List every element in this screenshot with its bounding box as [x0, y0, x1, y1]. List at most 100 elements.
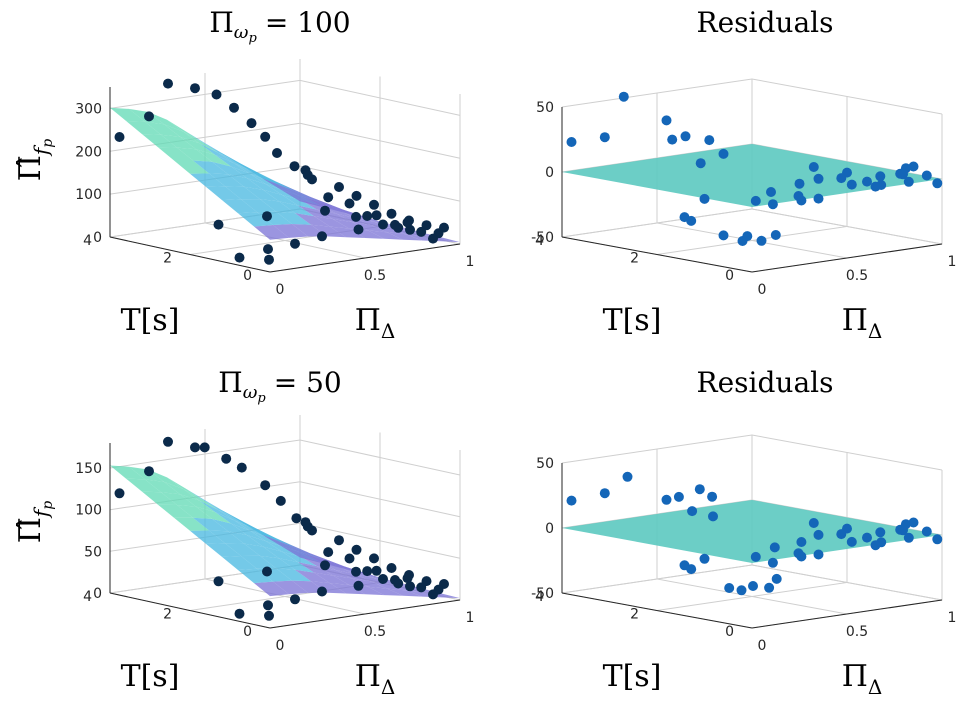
surface-patch — [352, 222, 387, 233]
surface-patch — [263, 546, 298, 563]
data-point — [707, 491, 718, 502]
surface-patch — [158, 504, 193, 518]
y-axis-label: T[s] — [603, 659, 662, 694]
y-tick-label: 4 — [535, 233, 544, 249]
data-point — [921, 526, 932, 537]
data-point — [766, 187, 776, 197]
data-point — [369, 199, 379, 210]
surface-patch — [126, 120, 161, 135]
surface-patch — [276, 211, 311, 225]
surface-patch — [161, 134, 196, 150]
surface-patch — [215, 512, 250, 531]
z-tick-label: 0 — [545, 165, 554, 181]
data-point — [908, 517, 919, 528]
z-tick-label: 0 — [93, 586, 102, 602]
surface-patch — [183, 131, 218, 153]
data-point — [317, 231, 327, 242]
data-point — [686, 564, 697, 575]
data-point — [262, 211, 272, 222]
data-point — [263, 600, 273, 611]
data-point — [736, 585, 747, 596]
data-point — [771, 573, 782, 584]
data-point — [756, 235, 767, 246]
z-tick-label: 50 — [536, 100, 554, 116]
surface-patch — [273, 580, 308, 595]
data-point — [708, 511, 718, 522]
y-tick-label: 4 — [83, 589, 92, 605]
data-point — [932, 534, 943, 545]
x-tick-label: 0.5 — [364, 268, 386, 284]
data-point — [599, 488, 610, 499]
surface-patch — [313, 200, 348, 214]
chart-title: Residuals — [697, 366, 834, 399]
data-point — [416, 226, 427, 237]
x-tick-label: 1 — [466, 610, 475, 626]
chart-title: Πωp = 100 — [209, 6, 350, 46]
surface-patch — [209, 173, 244, 187]
y-tick-label: 2 — [163, 607, 172, 623]
surface-patch — [193, 160, 228, 175]
surface-patch — [368, 586, 403, 596]
y-axis-label: T[s] — [121, 659, 180, 694]
surface-patch — [224, 154, 259, 174]
surface-patch — [126, 478, 161, 493]
data-point — [718, 230, 729, 241]
data-point — [163, 78, 173, 89]
data-point — [687, 506, 698, 517]
data-point — [767, 199, 778, 210]
data-point — [566, 137, 577, 147]
grid-line — [561, 208, 943, 245]
data-point — [236, 462, 247, 473]
surface-patch — [387, 232, 422, 241]
data-point — [334, 182, 344, 192]
surface-patch — [259, 173, 294, 191]
data-point — [667, 134, 678, 145]
data-point — [796, 195, 807, 206]
data-point — [272, 148, 282, 158]
surface-patch — [273, 224, 308, 238]
z-tick-label: 0 — [545, 521, 554, 537]
surface-patch — [297, 194, 332, 210]
surface-patch — [262, 178, 297, 195]
y-tick-label: 0 — [243, 624, 252, 640]
grid-line — [109, 79, 461, 116]
data-point — [673, 491, 684, 502]
surface-patch — [238, 212, 273, 227]
data-point — [351, 190, 362, 201]
x-tick-label: 0 — [276, 638, 285, 654]
surface-patch — [294, 190, 329, 206]
y-axis-label: T[s] — [121, 303, 180, 338]
data-point — [378, 219, 388, 230]
surface-patch — [279, 558, 314, 573]
surface-patch — [241, 199, 276, 213]
data-point — [144, 466, 154, 477]
y-tick-label: 2 — [630, 607, 639, 623]
y-tick-label: 0 — [243, 268, 252, 284]
surface-patch — [196, 506, 231, 524]
surface-patch — [222, 556, 257, 570]
data-point — [402, 573, 413, 584]
data-point — [846, 536, 857, 547]
data-point — [836, 173, 847, 184]
x-tick-label: 0 — [758, 282, 767, 298]
data-point — [405, 581, 415, 592]
surface-patch — [244, 543, 279, 559]
x-axis — [751, 243, 943, 273]
data-point — [704, 135, 715, 146]
surface-patch — [215, 154, 250, 174]
surface-patch — [387, 588, 422, 597]
data-point — [428, 233, 438, 244]
data-point — [362, 211, 373, 221]
data-point — [344, 553, 355, 564]
data-point — [402, 217, 413, 228]
y-tick-label: 0 — [725, 624, 734, 640]
surface-patch — [145, 479, 180, 495]
y-axis — [561, 236, 753, 273]
surface-patch — [298, 205, 333, 220]
data-point — [813, 193, 824, 204]
surface-patch — [183, 488, 218, 510]
surface-patch — [158, 147, 193, 161]
z-tick-label: 150 — [75, 461, 102, 477]
